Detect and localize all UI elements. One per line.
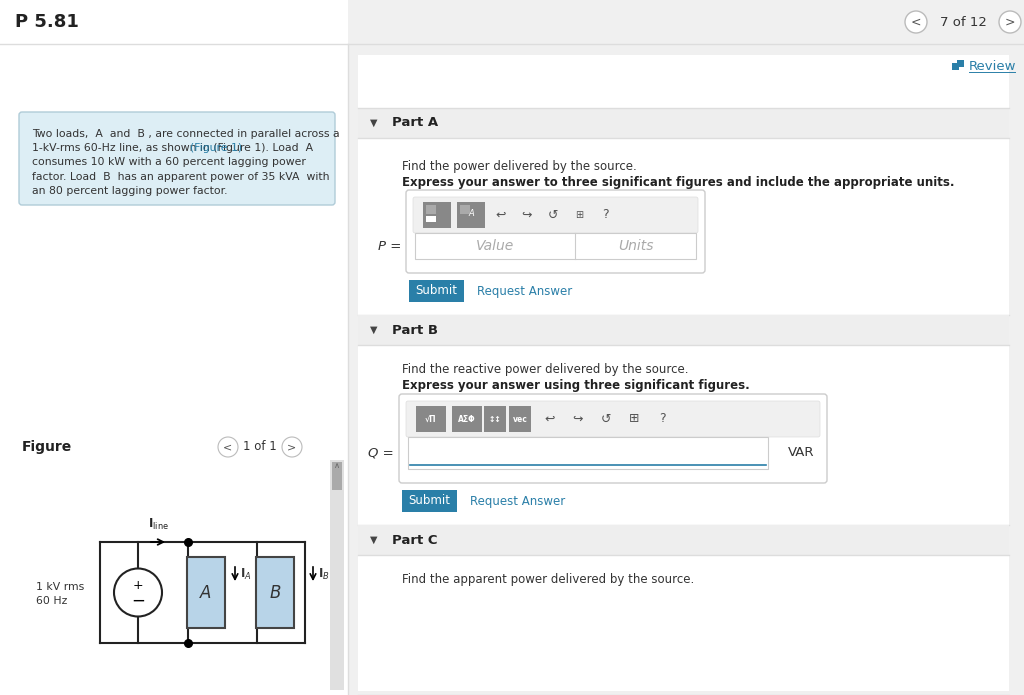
FancyBboxPatch shape [19, 112, 335, 205]
Bar [484, 406, 506, 432]
Bar [957, 60, 964, 67]
Bar [452, 406, 482, 432]
Text: ↕↕: ↕↕ [488, 414, 502, 423]
Circle shape [114, 569, 162, 616]
Text: ↪: ↪ [522, 208, 532, 222]
Bar [423, 202, 451, 228]
Bar [330, 460, 344, 690]
Text: ?: ? [602, 208, 608, 222]
Text: Figure: Figure [22, 440, 73, 454]
Text: Express your answer using three significant figures.: Express your answer using three signific… [402, 379, 750, 392]
Text: $\mathbf{I}_A$: $\mathbf{I}_A$ [240, 566, 252, 582]
Bar [408, 437, 768, 469]
Text: A: A [468, 209, 474, 218]
Text: ↺: ↺ [601, 413, 611, 425]
Text: $\mathbf{I}_\mathrm{line}$: $\mathbf{I}_\mathrm{line}$ [147, 517, 169, 532]
Text: <: < [910, 16, 922, 29]
Text: B: B [269, 584, 281, 601]
Bar [358, 108, 1009, 138]
Bar [457, 202, 485, 228]
Text: Find the reactive power delivered by the source.: Find the reactive power delivered by the… [402, 363, 688, 376]
Text: Find the power delivered by the source.: Find the power delivered by the source. [402, 160, 637, 173]
Text: ∧: ∧ [334, 461, 340, 471]
Text: A: A [201, 584, 212, 601]
Text: >: > [288, 443, 297, 452]
Text: √Π: √Π [425, 414, 437, 423]
Bar [0, 0, 348, 695]
Text: Find the apparent power delivered by the source.: Find the apparent power delivered by the… [402, 573, 694, 586]
Circle shape [282, 437, 302, 457]
Text: Q =: Q = [369, 446, 394, 459]
Text: ▼: ▼ [371, 118, 378, 128]
Bar [187, 557, 225, 628]
Text: +: + [133, 579, 143, 592]
Bar [426, 205, 436, 214]
Bar [348, 0, 1024, 695]
Bar [409, 280, 464, 302]
Text: P =: P = [378, 240, 401, 252]
Text: Express your answer to three significant figures and include the appropriate uni: Express your answer to three significant… [402, 176, 954, 189]
Text: 1 of 1: 1 of 1 [243, 441, 276, 454]
Text: an 80 percent lagging power factor.: an 80 percent lagging power factor. [32, 186, 227, 196]
Bar [952, 63, 959, 70]
Bar [402, 490, 457, 512]
Text: ↪: ↪ [572, 413, 584, 425]
Text: 1 kV rms: 1 kV rms [36, 582, 84, 591]
Circle shape [218, 437, 238, 457]
Text: $\mathbf{I}_B$: $\mathbf{I}_B$ [318, 566, 330, 582]
Text: ↺: ↺ [548, 208, 558, 222]
FancyBboxPatch shape [413, 197, 698, 233]
Text: Submit: Submit [416, 284, 458, 297]
Text: factor. Load  B  has an apparent power of 35 kVA  with: factor. Load B has an apparent power of … [32, 172, 330, 181]
Text: consumes 10 kW with a 60 percent lagging power: consumes 10 kW with a 60 percent lagging… [32, 157, 306, 167]
Text: 7 of 12: 7 of 12 [940, 15, 986, 28]
FancyBboxPatch shape [399, 394, 827, 483]
Text: >: > [1005, 16, 1015, 29]
Text: Part A: Part A [392, 117, 438, 129]
Bar [415, 233, 696, 259]
Circle shape [999, 11, 1021, 33]
Text: <: < [223, 443, 232, 452]
Text: Units: Units [617, 239, 653, 253]
Text: Part B: Part B [392, 323, 438, 336]
Text: ↩: ↩ [496, 208, 506, 222]
Text: ⊞: ⊞ [629, 413, 639, 425]
Text: ▼: ▼ [371, 535, 378, 545]
Text: ⊞: ⊞ [574, 210, 583, 220]
Text: Review: Review [969, 60, 1017, 74]
Bar [332, 462, 342, 490]
Text: Part C: Part C [392, 534, 437, 546]
Text: ΑΣΦ: ΑΣΦ [458, 414, 476, 423]
Text: vec: vec [513, 414, 527, 423]
Text: ▼: ▼ [371, 325, 378, 335]
Bar [358, 525, 1009, 555]
Bar [460, 205, 470, 214]
Bar [358, 315, 1009, 345]
Bar [358, 55, 1009, 691]
Text: Submit: Submit [409, 495, 451, 507]
Text: 1-kV-rms 60-Hz line, as shown in (Figure 1). Load  A: 1-kV-rms 60-Hz line, as shown in (Figure… [32, 143, 313, 153]
Circle shape [905, 11, 927, 33]
Text: 60 Hz: 60 Hz [36, 596, 68, 605]
FancyBboxPatch shape [406, 401, 820, 437]
Text: Value: Value [476, 239, 514, 253]
Text: VAR: VAR [787, 446, 814, 459]
Text: −: − [131, 591, 145, 610]
Bar [426, 216, 436, 222]
Text: ↩: ↩ [545, 413, 555, 425]
Bar [509, 406, 531, 432]
FancyBboxPatch shape [406, 190, 705, 273]
Text: Two loads,  A  and  B , are connected in parallel across a: Two loads, A and B , are connected in pa… [32, 129, 340, 139]
Text: ?: ? [658, 413, 666, 425]
Text: Request Answer: Request Answer [477, 284, 572, 297]
Text: P 5.81: P 5.81 [15, 13, 79, 31]
Bar [256, 557, 294, 628]
Bar [416, 406, 446, 432]
Text: Request Answer: Request Answer [470, 495, 565, 507]
Text: (Figure 1): (Figure 1) [190, 143, 242, 153]
